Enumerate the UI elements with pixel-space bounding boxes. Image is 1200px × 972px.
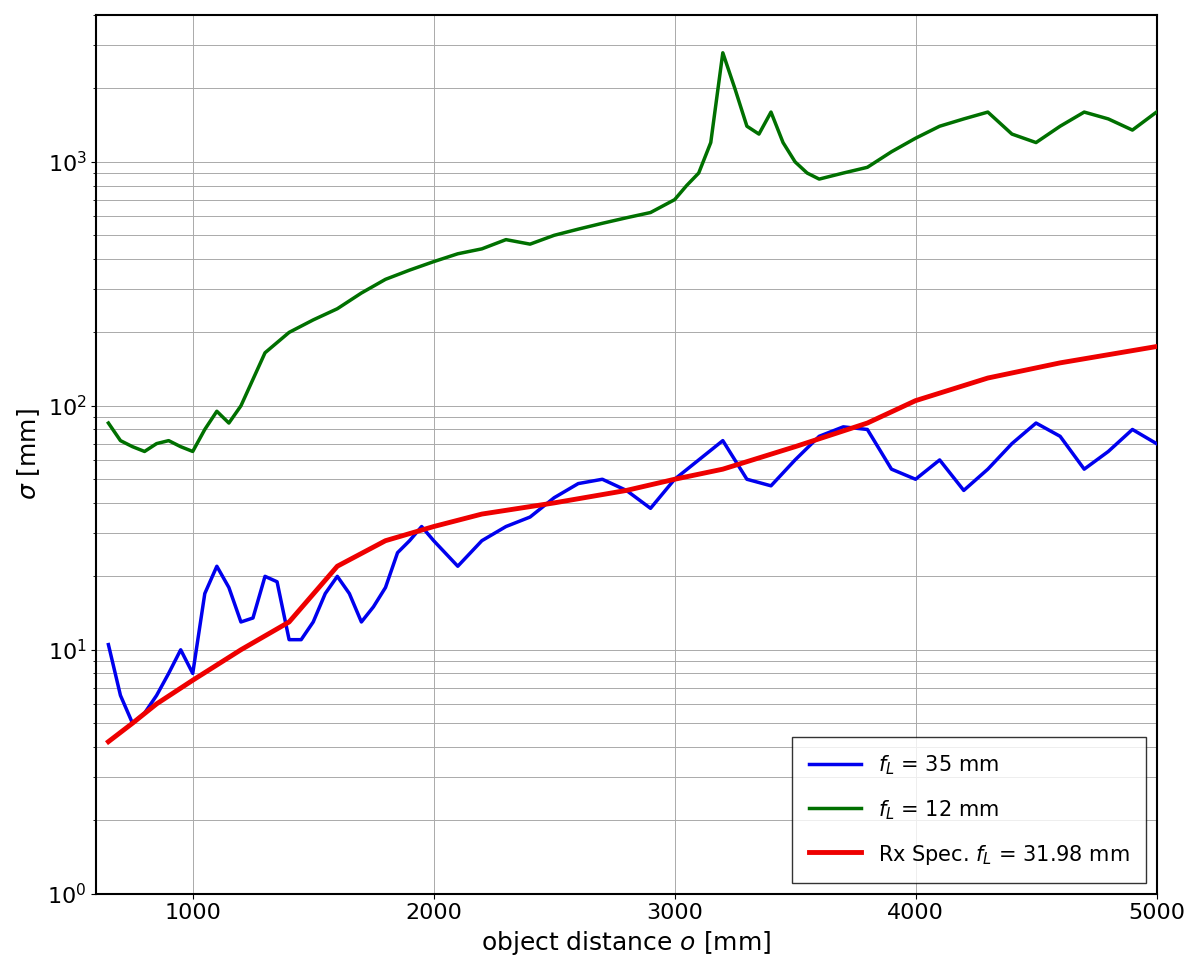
$f_L$ = 12 mm bbox=[884, 146, 899, 157]
$f_L$ = 12 mm bbox=[113, 434, 127, 446]
$f_L$ = 35 mm bbox=[1102, 445, 1116, 457]
Rx Spec. $f_L$ = 31.98 mm bbox=[547, 497, 562, 508]
Legend: $f_L$ = 35 mm, $f_L$ = 12 mm, Rx Spec. $f_L$ = 31.98 mm: $f_L$ = 35 mm, $f_L$ = 12 mm, Rx Spec. $… bbox=[792, 737, 1146, 884]
Rx Spec. $f_L$ = 31.98 mm bbox=[667, 473, 682, 485]
Rx Spec. $f_L$ = 31.98 mm bbox=[980, 372, 995, 384]
$f_L$ = 12 mm bbox=[475, 243, 490, 255]
Line: Rx Spec. $f_L$ = 31.98 mm: Rx Spec. $f_L$ = 31.98 mm bbox=[108, 347, 1157, 742]
$f_L$ = 12 mm bbox=[137, 445, 151, 457]
Rx Spec. $f_L$ = 31.98 mm bbox=[426, 521, 440, 533]
Rx Spec. $f_L$ = 31.98 mm bbox=[908, 395, 923, 406]
X-axis label: object distance $o$ [mm]: object distance $o$ [mm] bbox=[481, 929, 772, 957]
$f_L$ = 12 mm bbox=[715, 47, 730, 58]
$f_L$ = 12 mm bbox=[703, 137, 718, 149]
$f_L$ = 35 mm bbox=[1150, 437, 1164, 449]
$f_L$ = 12 mm bbox=[776, 137, 791, 149]
Rx Spec. $f_L$ = 31.98 mm bbox=[788, 441, 803, 453]
$f_L$ = 35 mm bbox=[101, 639, 115, 650]
$f_L$ = 35 mm bbox=[282, 634, 296, 645]
Rx Spec. $f_L$ = 31.98 mm bbox=[619, 485, 634, 497]
Rx Spec. $f_L$ = 31.98 mm bbox=[1150, 341, 1164, 353]
$f_L$ = 35 mm bbox=[812, 431, 827, 442]
$f_L$ = 35 mm bbox=[956, 485, 971, 497]
Y-axis label: $\sigma$ [mm]: $\sigma$ [mm] bbox=[14, 408, 42, 501]
Rx Spec. $f_L$ = 31.98 mm bbox=[234, 643, 248, 655]
$f_L$ = 12 mm bbox=[1150, 106, 1164, 118]
Rx Spec. $f_L$ = 31.98 mm bbox=[149, 698, 163, 710]
Rx Spec. $f_L$ = 31.98 mm bbox=[186, 675, 200, 686]
$f_L$ = 35 mm bbox=[1028, 417, 1043, 429]
$f_L$ = 12 mm bbox=[101, 417, 115, 429]
Line: $f_L$ = 12 mm: $f_L$ = 12 mm bbox=[108, 52, 1157, 451]
Rx Spec. $f_L$ = 31.98 mm bbox=[860, 417, 875, 429]
Rx Spec. $f_L$ = 31.98 mm bbox=[282, 616, 296, 628]
$f_L$ = 35 mm bbox=[715, 434, 730, 446]
Rx Spec. $f_L$ = 31.98 mm bbox=[475, 508, 490, 520]
$f_L$ = 35 mm bbox=[270, 576, 284, 588]
$f_L$ = 35 mm bbox=[125, 717, 139, 729]
Line: $f_L$ = 35 mm: $f_L$ = 35 mm bbox=[108, 423, 1157, 723]
Rx Spec. $f_L$ = 31.98 mm bbox=[378, 535, 392, 546]
Rx Spec. $f_L$ = 31.98 mm bbox=[125, 717, 139, 729]
Rx Spec. $f_L$ = 31.98 mm bbox=[330, 561, 344, 573]
Rx Spec. $f_L$ = 31.98 mm bbox=[101, 736, 115, 747]
Rx Spec. $f_L$ = 31.98 mm bbox=[715, 464, 730, 475]
$f_L$ = 12 mm bbox=[751, 128, 766, 140]
Rx Spec. $f_L$ = 31.98 mm bbox=[1052, 357, 1067, 368]
